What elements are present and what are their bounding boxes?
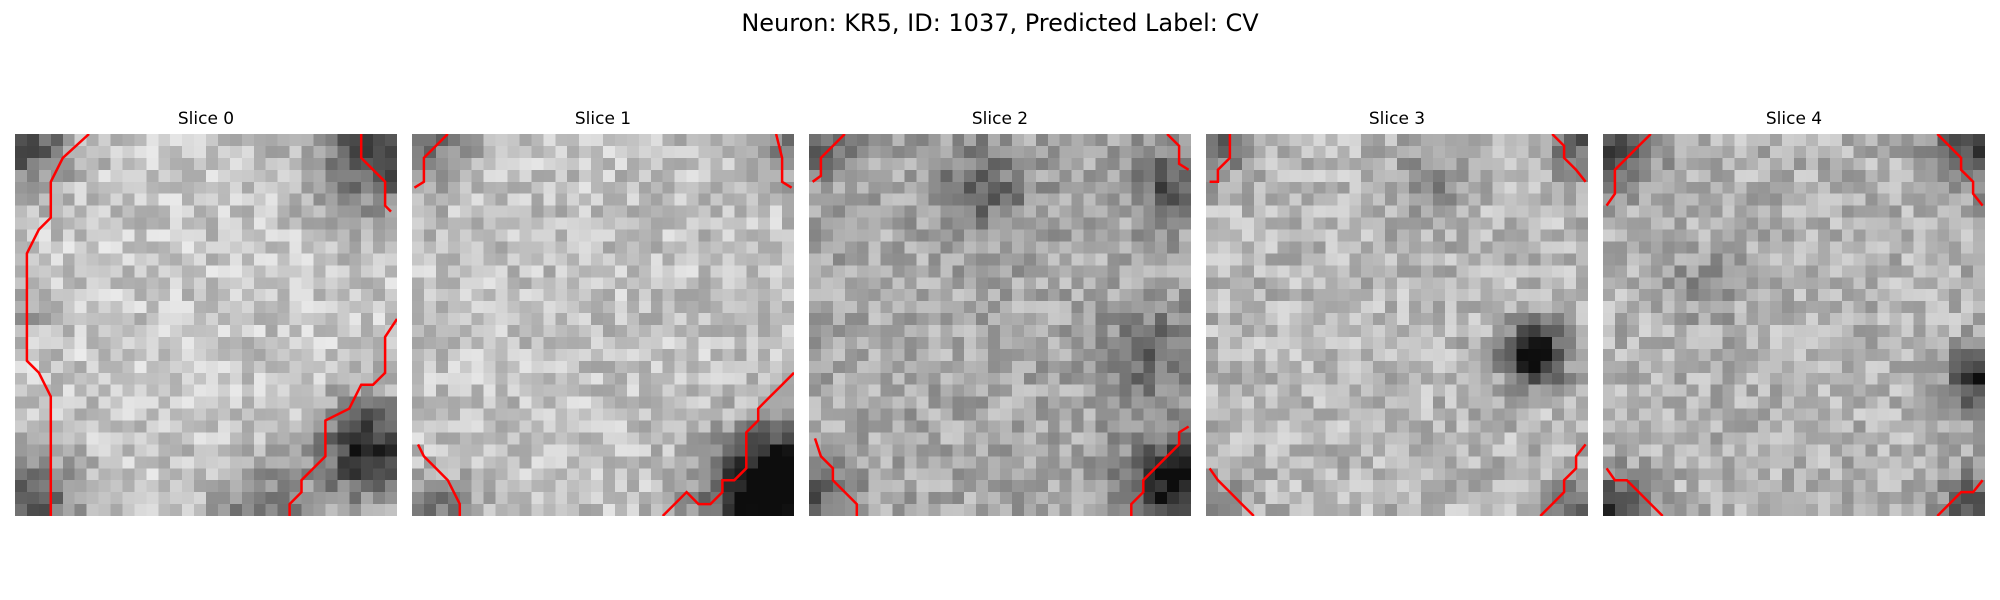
- slice-title: Slice 4: [1765, 109, 1823, 129]
- contour-line-3: [1936, 479, 1984, 516]
- contour-line-2: [416, 443, 462, 516]
- contour-line-1: [774, 134, 793, 189]
- slice-pixel-grid: [15, 134, 397, 516]
- contour-line-2: [813, 438, 859, 516]
- figure-title: Neuron: KR5, ID: 1037, Predicted Label: …: [741, 9, 1259, 37]
- contour-line-1: [1551, 134, 1587, 183]
- slice-panel-2: Slice 2: [809, 108, 1191, 516]
- contour-line-1: [1166, 134, 1190, 171]
- contour-line-2: [288, 318, 397, 516]
- slice-pixel-grid: [809, 134, 1191, 516]
- contour-line-0: [811, 134, 846, 183]
- contour-line-0: [1605, 134, 1652, 207]
- contour-line-3: [661, 371, 794, 516]
- slice-panel-3: Slice 3: [1206, 108, 1588, 516]
- contour-line-2: [1605, 467, 1664, 516]
- contour-line-3: [1130, 425, 1190, 516]
- slice-title: Slice 2: [971, 109, 1029, 129]
- contour-line-1: [1936, 134, 1984, 207]
- slice-image: [1206, 134, 1588, 516]
- contour-line-0: [1209, 134, 1232, 184]
- contour-line-2: [1208, 467, 1255, 516]
- slice-panel-0: Slice 0: [15, 108, 397, 516]
- slice-image: [15, 134, 397, 516]
- contour-line-0: [413, 134, 449, 189]
- slice-title: Slice 3: [1368, 109, 1426, 129]
- slice-panel-1: Slice 1: [412, 108, 794, 516]
- slice-image: [809, 134, 1191, 516]
- slice-pixel-grid: [1603, 134, 1985, 516]
- slice-pixel-grid: [1206, 134, 1588, 516]
- slice-pixel-grid: [412, 134, 794, 516]
- slice-title: Slice 0: [177, 109, 235, 129]
- slice-image: [412, 134, 794, 516]
- slice-image: [1603, 134, 1985, 516]
- slice-panel-4: Slice 4: [1603, 108, 1985, 516]
- slice-title: Slice 1: [574, 109, 632, 129]
- contour-line-3: [1539, 443, 1587, 516]
- contour-line-0: [25, 134, 90, 516]
- contour-line-1: [359, 134, 392, 213]
